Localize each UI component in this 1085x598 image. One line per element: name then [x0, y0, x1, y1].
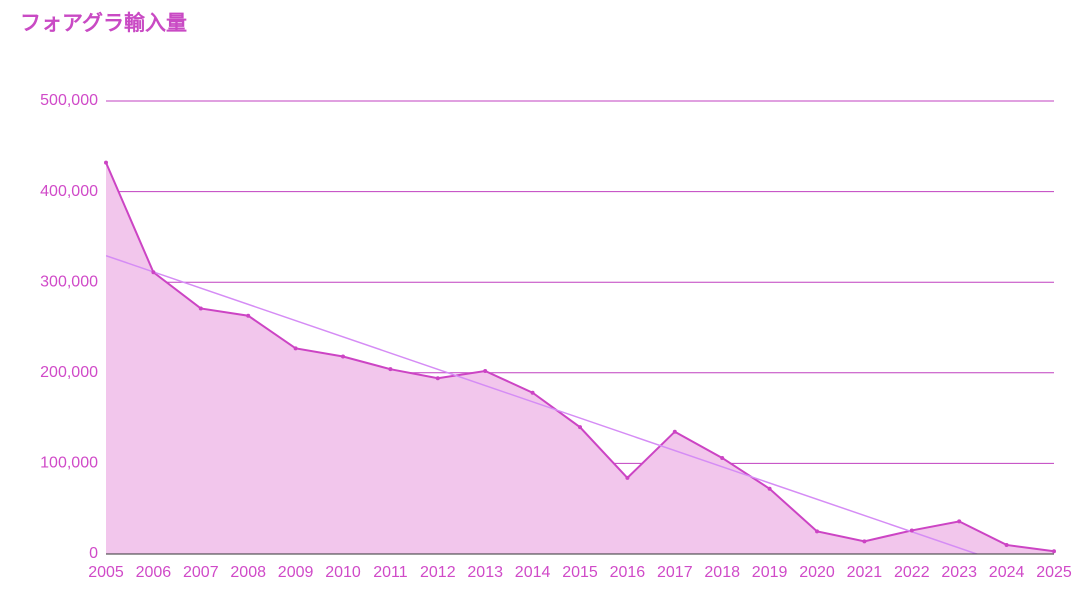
- x-tick-label: 2018: [704, 564, 740, 581]
- point: [530, 390, 535, 395]
- point: [483, 368, 488, 373]
- point: [957, 519, 962, 524]
- point: [198, 306, 203, 311]
- point: [720, 455, 725, 460]
- x-tick-label: 2020: [799, 564, 835, 581]
- point: [862, 539, 867, 544]
- point: [625, 475, 630, 480]
- x-tick-label: 2025: [1036, 564, 1072, 581]
- point: [1052, 549, 1056, 554]
- x-tick-label: 2016: [610, 564, 646, 581]
- point: [293, 346, 298, 351]
- point: [815, 529, 819, 534]
- y-tick-label: 500,000: [40, 92, 98, 109]
- point: [578, 425, 582, 430]
- x-tick-label: 2021: [847, 564, 883, 581]
- y-tick-label: 100,000: [40, 455, 98, 472]
- trendline: [106, 254, 980, 554]
- point: [104, 160, 108, 165]
- point: [435, 376, 440, 381]
- x-tick-label: 2009: [278, 564, 314, 581]
- chart-title: フォアグラ輸入量: [20, 11, 187, 35]
- x-tick-label: 2005: [88, 564, 124, 581]
- x-tick-label: 2010: [325, 564, 361, 581]
- y-tick-label: 0: [89, 545, 98, 562]
- x-tick-label: 2023: [941, 564, 977, 581]
- x-tick-label: 2024: [989, 564, 1025, 581]
- point: [1004, 542, 1009, 547]
- y-tick-label: 300,000: [40, 273, 98, 290]
- x-tick-label: 2011: [373, 564, 408, 581]
- area: [106, 162, 1054, 554]
- point: [388, 367, 393, 372]
- x-tick-label: 2019: [752, 564, 788, 581]
- point: [341, 354, 345, 359]
- point: [246, 313, 251, 318]
- y-tick-label: 400,000: [40, 183, 98, 200]
- point: [767, 486, 772, 491]
- x-tick-label: 2008: [230, 564, 266, 581]
- x-tick-label: 2013: [467, 564, 503, 581]
- x-tick-label: 2022: [894, 564, 930, 581]
- point: [151, 270, 156, 275]
- x-tick-label: 2014: [515, 564, 551, 581]
- x-tick-label: 2012: [420, 564, 456, 581]
- x-tick-label: 2006: [136, 564, 172, 581]
- point: [909, 528, 914, 533]
- point: [672, 429, 677, 434]
- x-tick-label: 2015: [562, 564, 598, 581]
- x-tick-label: 2017: [657, 564, 693, 581]
- x-tick-label: 2007: [183, 564, 219, 581]
- y-tick-label: 200,000: [40, 364, 98, 381]
